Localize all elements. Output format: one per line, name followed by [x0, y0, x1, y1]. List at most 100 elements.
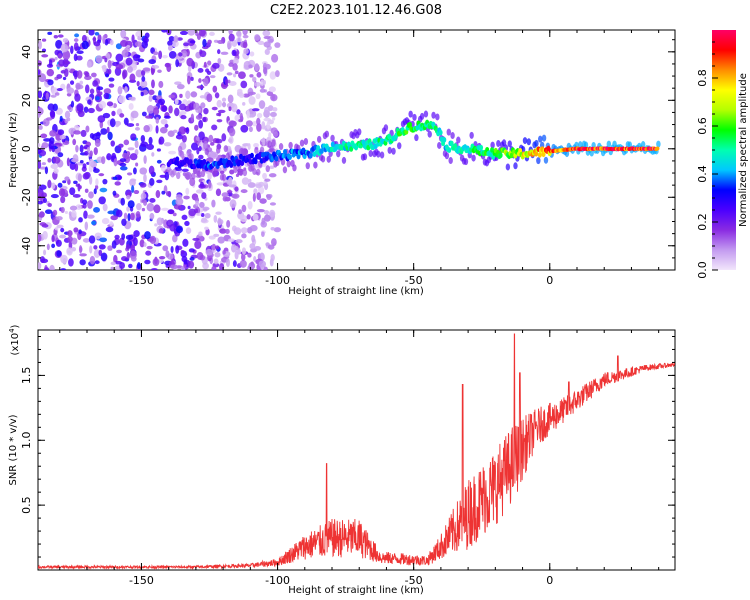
- noise-speckle: [126, 194, 131, 200]
- noise-speckle: [110, 140, 115, 147]
- ridge-halo: [317, 135, 322, 143]
- ridge-halo: [305, 162, 310, 170]
- noise-speckle: [98, 249, 103, 256]
- noise-speckle: [266, 121, 271, 130]
- noise-speckle: [149, 212, 155, 220]
- noise-speckle: [121, 256, 128, 262]
- colorbar-ticks: 0.0 0.2 0.4 0.6 0.8: [696, 41, 718, 279]
- noise-speckle: [145, 250, 152, 256]
- noise-speckle: [187, 205, 191, 210]
- noise-speckle: [243, 48, 249, 55]
- ridge-halo: [414, 134, 419, 142]
- noise-speckle: [143, 125, 150, 133]
- noise-speckle: [216, 99, 223, 108]
- noise-speckle: [135, 162, 139, 167]
- noise-speckle: [51, 243, 56, 249]
- noise-speckle: [269, 71, 277, 80]
- noise-speckle: [228, 127, 236, 137]
- noise-speckle: [271, 238, 277, 247]
- noise-speckle: [206, 70, 212, 75]
- noise-speckle: [174, 98, 179, 105]
- ridge-halo: [175, 172, 181, 180]
- noise-speckle: [263, 106, 270, 115]
- ridge-halo: [313, 161, 318, 169]
- noise-speckle: [204, 226, 209, 231]
- noise-speckle: [256, 112, 263, 119]
- noise-speckle: [168, 94, 175, 99]
- noise-speckle: [217, 39, 224, 44]
- noise-speckle: [176, 83, 185, 90]
- ridge-halo: [265, 165, 270, 173]
- noise-speckle: [194, 240, 202, 250]
- noise-speckle: [93, 245, 98, 250]
- noise-speckle: [54, 92, 60, 96]
- noise-speckle: [73, 42, 79, 52]
- noise-speckle: [38, 184, 47, 190]
- noise-speckle: [48, 140, 55, 150]
- ridge-core: [655, 146, 660, 151]
- ridge-halo: [320, 155, 326, 163]
- noise-speckle: [158, 228, 164, 234]
- y-tick-label: 40: [20, 45, 33, 59]
- noise-speckle: [89, 88, 95, 95]
- ridge-halo: [564, 150, 570, 158]
- noise-speckle: [193, 102, 200, 111]
- noise-speckle: [111, 240, 117, 249]
- noise-speckle: [168, 150, 177, 155]
- ridge-halo: [292, 164, 297, 172]
- noise-speckle: [102, 112, 111, 119]
- colorbar-tick-label: 0.0: [696, 261, 709, 279]
- noise-speckle: [168, 35, 175, 42]
- noise-speckle: [158, 136, 165, 145]
- noise-speckle: [172, 234, 178, 243]
- noise-speckle: [126, 172, 133, 176]
- noise-speckle: [140, 91, 144, 97]
- noise-speckle: [101, 217, 110, 225]
- noise-speckle: [183, 259, 188, 265]
- ridge-core: [447, 147, 452, 153]
- noise-speckle: [216, 182, 225, 186]
- noise-speckle: [109, 118, 116, 128]
- noise-speckle: [195, 200, 199, 207]
- noise-speckle: [221, 133, 227, 142]
- noise-speckle: [217, 236, 225, 244]
- noise-speckle: [101, 156, 106, 165]
- noise-speckle: [118, 95, 126, 104]
- ridge-core: [387, 133, 392, 140]
- noise-speckle: [125, 45, 131, 49]
- noise-speckle: [240, 215, 248, 223]
- ridge-core: [202, 158, 207, 165]
- ridge-halo: [286, 160, 291, 168]
- ridge-halo: [271, 139, 276, 147]
- noise-speckle: [203, 77, 209, 87]
- noise-speckle: [136, 262, 141, 270]
- y-tick-label: -40: [20, 237, 33, 255]
- noise-speckle: [207, 60, 212, 66]
- noise-speckle: [268, 132, 272, 139]
- ridge-halo: [288, 141, 293, 149]
- snr-y-axis-label: SNR (10 * v/v): [8, 414, 19, 485]
- noise-speckle: [104, 39, 109, 46]
- noise-speckle: [211, 199, 216, 208]
- y-tick-label: 0: [20, 145, 33, 152]
- noise-speckle: [88, 30, 95, 36]
- noise-speckle: [141, 111, 147, 117]
- ridge-halo: [448, 157, 453, 165]
- noise-speckle: [113, 158, 118, 167]
- noise-speckle: [74, 163, 79, 172]
- noise-speckle: [256, 71, 262, 78]
- noise-speckle: [226, 220, 231, 228]
- noise-speckle: [198, 119, 204, 129]
- noise-speckle: [68, 258, 74, 267]
- noise-speckle: [270, 254, 275, 262]
- ridge-halo: [444, 152, 450, 160]
- noise-speckle: [201, 217, 208, 223]
- noise-speckle: [46, 117, 53, 121]
- noise-speckle: [76, 70, 83, 79]
- noise-speckle: [98, 244, 106, 250]
- noise-speckle: [208, 180, 212, 189]
- noise-speckle: [249, 243, 256, 250]
- noise-speckle: [180, 250, 185, 254]
- noise-speckle: [38, 40, 42, 50]
- noise-speckle: [141, 75, 146, 82]
